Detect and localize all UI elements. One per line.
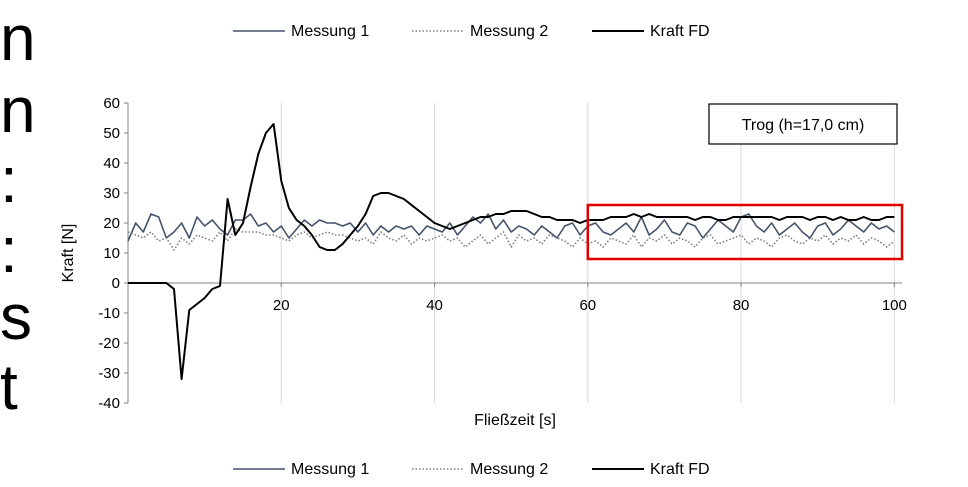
x-tick-label: 100	[882, 297, 907, 314]
y-tick-label: 30	[103, 185, 120, 202]
y-tick-label: 0	[112, 275, 120, 292]
side-glyph-4: :	[0, 214, 18, 286]
highlight-box	[586, 203, 904, 261]
y-tick-label: 10	[103, 245, 120, 262]
x-axis-label: Fließzeit [s]	[474, 412, 556, 429]
side-glyph-6: t	[0, 351, 18, 423]
series-line-1	[127, 213, 895, 242]
y-tick-label: -40	[98, 395, 120, 412]
legend-top-label-3: Kraft FD	[650, 23, 710, 40]
x-tick-label: 60	[579, 297, 596, 314]
legend-top-label-2: Messung 2	[470, 23, 548, 40]
y-tick-label: 40	[103, 155, 120, 172]
annotation-box	[708, 103, 898, 145]
series-line-2	[127, 228, 895, 251]
y-tick-label: -30	[98, 365, 120, 382]
legend-bottom-label-2: Messung 2	[470, 461, 548, 478]
y-axis-label: Kraft [N]	[60, 224, 77, 283]
legend-top-label-1: Messung 1	[291, 23, 369, 40]
side-glyph-1: n	[0, 2, 36, 74]
x-tick-label: 80	[733, 297, 750, 314]
y-tick-label: 20	[103, 215, 120, 232]
series-line-3	[128, 123, 895, 380]
y-tick-label: 60	[103, 95, 120, 112]
side-glyph-2: n	[0, 74, 36, 146]
y-tick-label: -10	[98, 305, 120, 322]
x-tick-label: 40	[426, 297, 443, 314]
legend-bottom-label-3: Kraft FD	[650, 461, 710, 478]
annotation-label: Trog (h=17,0 cm)	[742, 117, 865, 134]
y-tick-label: -20	[98, 335, 120, 352]
side-glyph-3: :	[0, 144, 18, 216]
y-tick-label: 50	[103, 125, 120, 142]
legend-bottom-label-1: Messung 1	[291, 461, 369, 478]
side-glyph-5: s	[0, 281, 32, 353]
x-tick-label: 20	[273, 297, 290, 314]
